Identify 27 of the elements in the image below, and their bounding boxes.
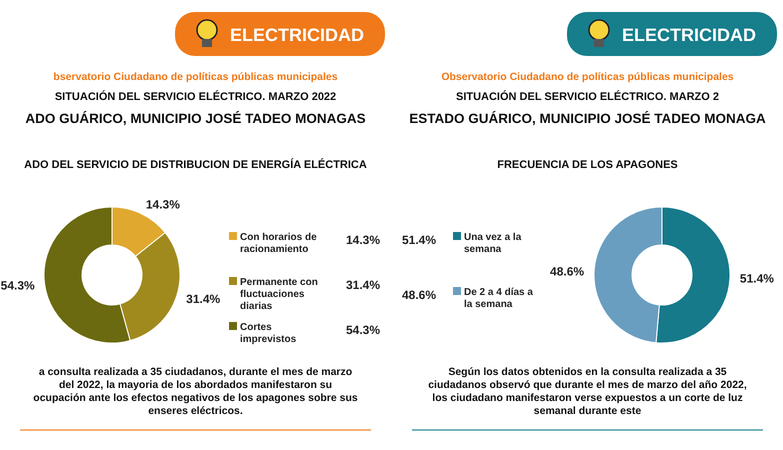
chart-title: ADO DEL SERVICIO DE DISTRIBUCION DE ENERGÍA ELÉCTRICA: [24, 158, 367, 171]
legend-label: Permanente con fluctuaciones diarias: [240, 277, 318, 312]
data-label: 54.3%: [0, 278, 36, 293]
chart-title: FRECUENCIA DE LOS APAGONES: [497, 159, 678, 171]
text: SITUACIÓN DEL SERVICIO ELÉCTRICO. MARZO 2: [456, 90, 720, 103]
text: SITUACIÓN DEL SERVICIO ELÉCTRICO. MARZO 2022: [54, 90, 336, 103]
legend-label: De 2 a 4 días a la semana: [464, 287, 534, 310]
data-label: 51.4%: [740, 271, 774, 286]
text: 48.6%: [402, 288, 436, 302]
text: a consulta realizada a 35 ciudadanos, durante el mes de marzo del 2022, la mayoria de los abordados manifestaron su ocupación ante los efectos negativos de los apagones sobre sus enseres eléctricos.: [33, 366, 358, 417]
text: 31.4%: [346, 278, 380, 292]
text: Observatorio Ciudadano de políticas públicas municipales: [441, 71, 734, 83]
data-label: 14.3%: [146, 198, 180, 212]
text: 14.3%: [346, 233, 380, 247]
text: ESTADO GUÁRICO, MUNICIPIO JOSÉ TADEO MONAGA: [409, 111, 766, 126]
text: Según los datos obtenidos en la consulta realizada a 35 ciudadanos observó que durante el mes de marzo del año 2022, los ciudadano manifestaron verse expuestos a un corte de luz semanal durante este: [428, 366, 747, 417]
text: 51.4%: [402, 233, 436, 247]
text: bservatorio Ciudadano de políticas públicas municipales: [53, 71, 338, 83]
data-label: 31.4%: [186, 292, 221, 306]
legend-label: Con horarios de racionamiento: [240, 232, 318, 255]
text: ADO GUÁRICO, MUNICIPIO JOSÉ TADEO MONAGAS: [25, 111, 366, 126]
legend-label: Cortes imprevistos: [240, 322, 297, 345]
text: ELECTRICIDAD: [622, 25, 756, 45]
legend-label: Una vez a la semana: [464, 232, 522, 255]
data-label: 48.6%: [550, 264, 584, 279]
text: 54.3%: [346, 323, 380, 337]
text: ELECTRICIDAD: [230, 25, 364, 45]
